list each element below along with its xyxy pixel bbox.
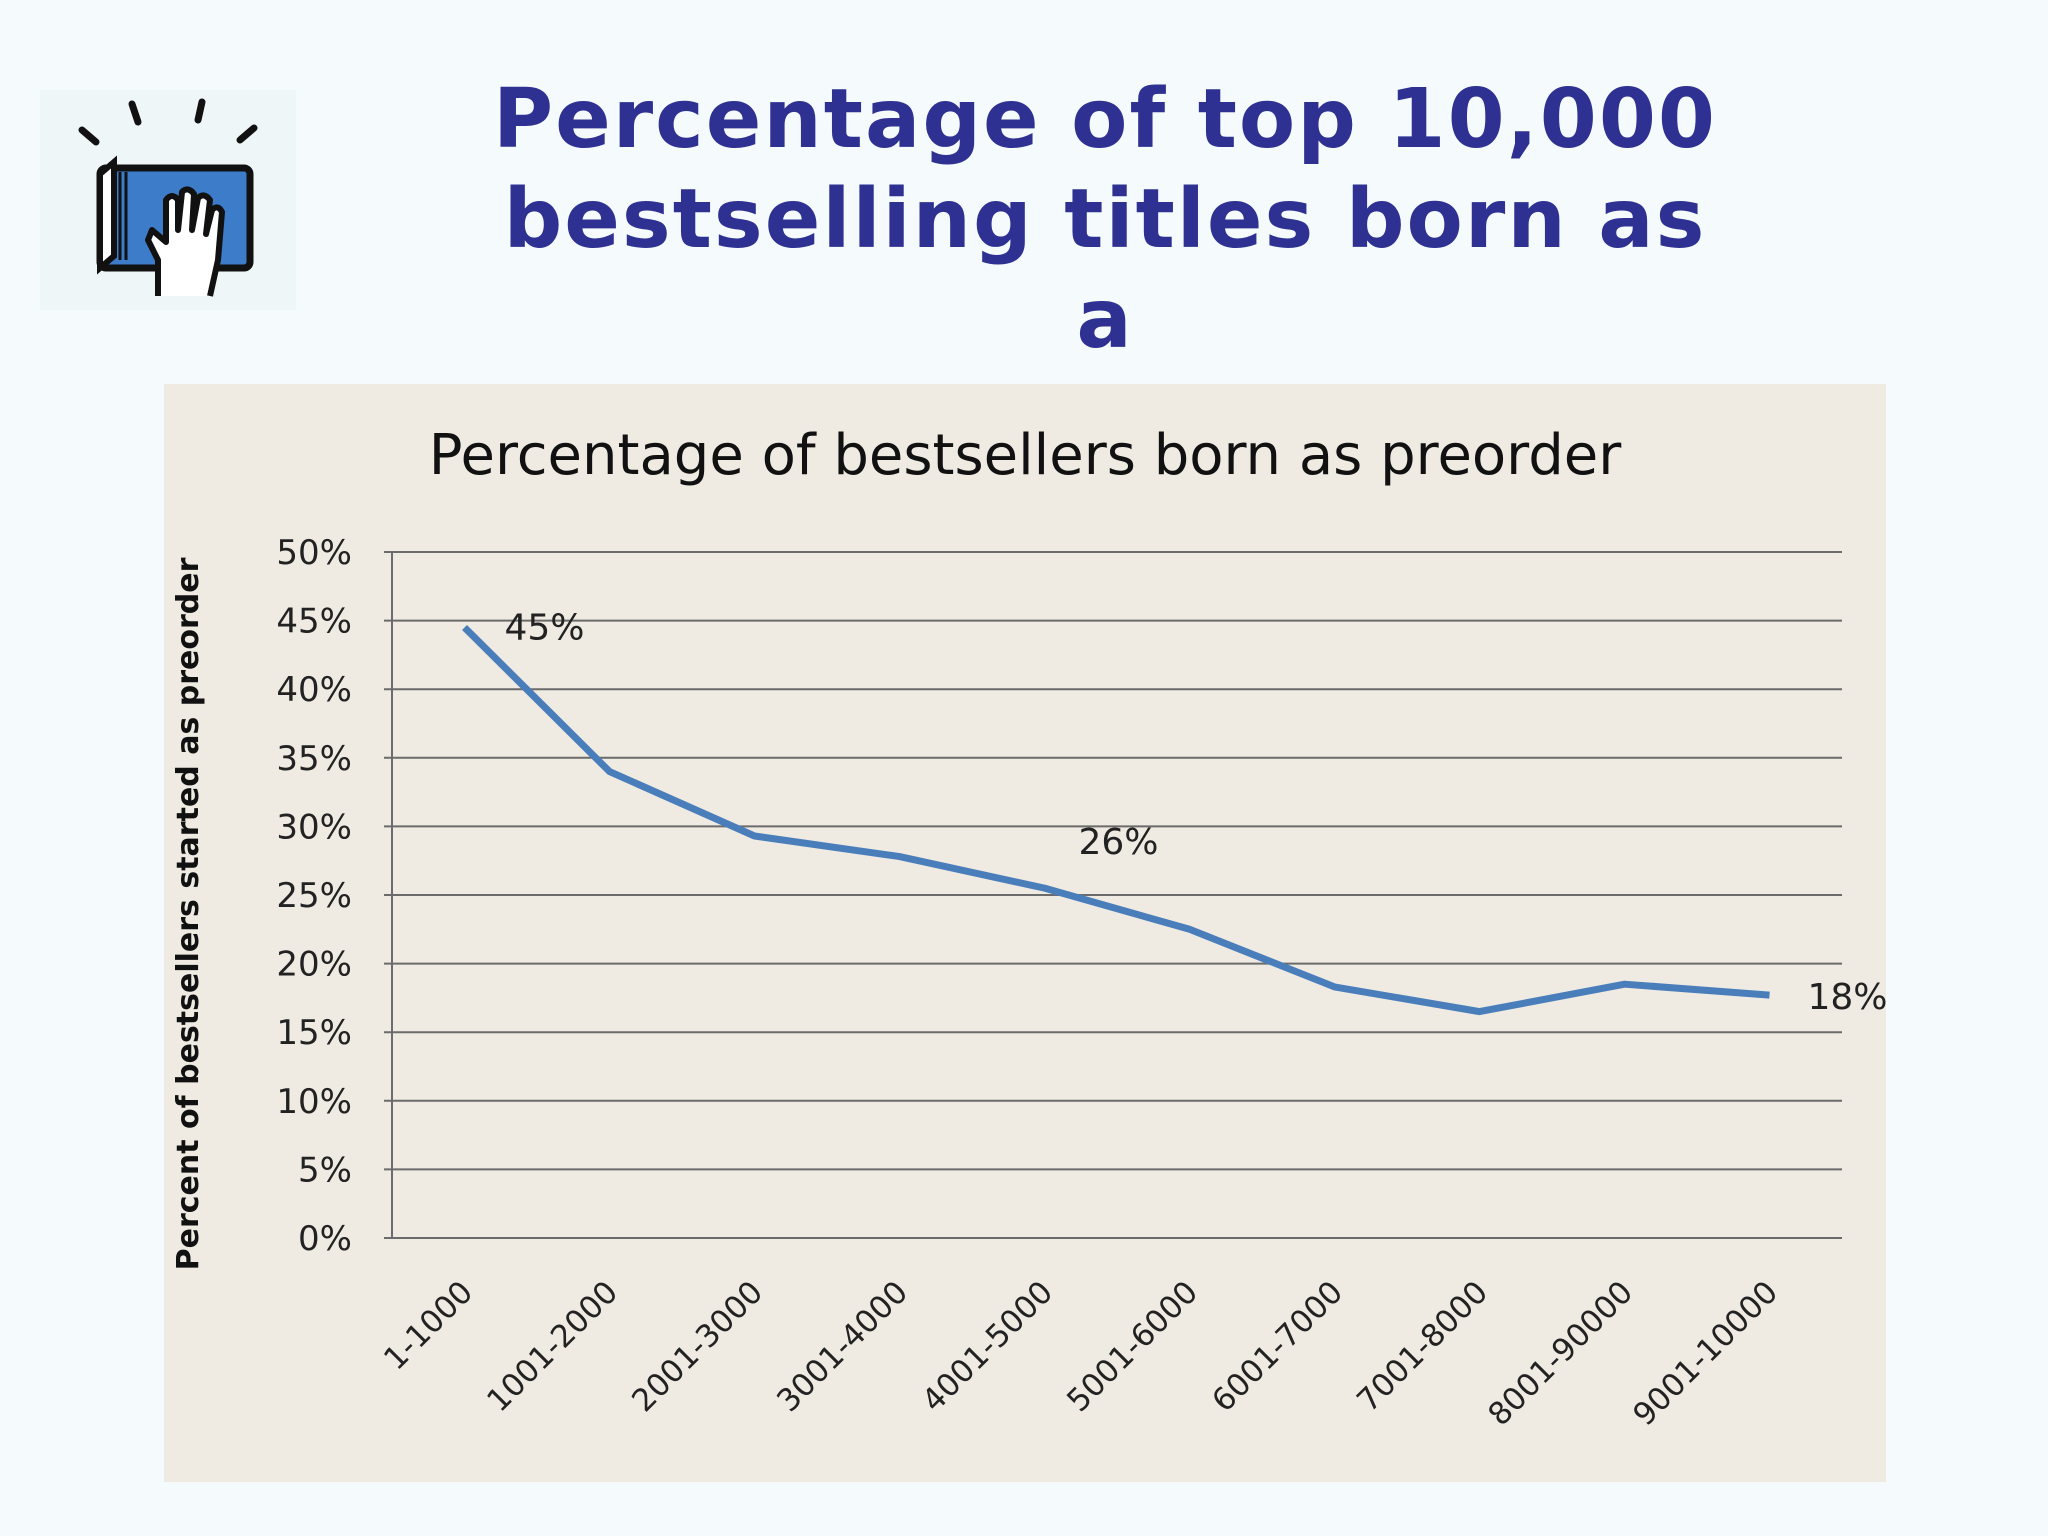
x-category-label: 3001-4000 — [770, 1274, 915, 1419]
y-tick-label: 50% — [276, 533, 352, 573]
series-line-group — [462, 624, 1770, 1016]
gridlines — [384, 551, 1842, 1239]
data-label: 18% — [1807, 977, 1886, 1018]
data-label: 45% — [504, 607, 584, 648]
x-category-label: 4001-5000 — [915, 1274, 1060, 1419]
chart-title: Percentage of bestsellers born as preord… — [429, 423, 1622, 488]
x-axis-categories: 1-1000 1001-2000 2001-3000 3001-4000 4001-50… — [377, 1274, 1785, 1433]
logo — [40, 90, 296, 310]
slide-title-line-2: bestselling titles born as a — [503, 172, 1707, 367]
y-tick-label: 0% — [298, 1219, 352, 1259]
x-category-label: 7001-8000 — [1350, 1274, 1495, 1419]
series-line — [462, 624, 1770, 1016]
y-tick-label: 25% — [276, 876, 352, 916]
slide-title-line-1: Percentage of top 10,000 — [493, 72, 1717, 167]
y-axis-ticks: 50% 45% 40% 35% 30% 25% 20% 15% 10% 5% 0% — [276, 533, 352, 1259]
book-with-hand-icon — [78, 98, 258, 297]
y-tick-label: 35% — [276, 739, 352, 779]
x-category-label: 6001-7000 — [1205, 1274, 1350, 1419]
y-tick-label: 5% — [298, 1150, 352, 1190]
y-tick-label: 20% — [276, 945, 352, 985]
x-category-label: 8001-90000 — [1481, 1274, 1640, 1433]
y-tick-label: 15% — [276, 1013, 352, 1053]
y-axis-title: Percent of bestsellers started as preord… — [171, 557, 206, 1270]
y-tick-label: 45% — [276, 602, 352, 642]
y-tick-label: 10% — [276, 1082, 352, 1122]
x-category-label: 1001-2000 — [480, 1274, 625, 1419]
line-chart: Percentage of bestsellers born as preord… — [171, 423, 1886, 1433]
data-labels: 45% 26% 18% — [504, 607, 1886, 1018]
x-category-label: 5001-6000 — [1060, 1274, 1205, 1419]
data-label: 26% — [1078, 822, 1158, 863]
x-category-label: 2001-3000 — [625, 1274, 770, 1419]
chart-panel: Percentage of bestsellers born as preord… — [164, 384, 1886, 1482]
y-tick-label: 40% — [276, 670, 352, 710]
x-category-label: 9001-10000 — [1626, 1274, 1785, 1433]
y-tick-label: 30% — [276, 807, 352, 847]
x-category-label: 1-1000 — [377, 1274, 480, 1377]
